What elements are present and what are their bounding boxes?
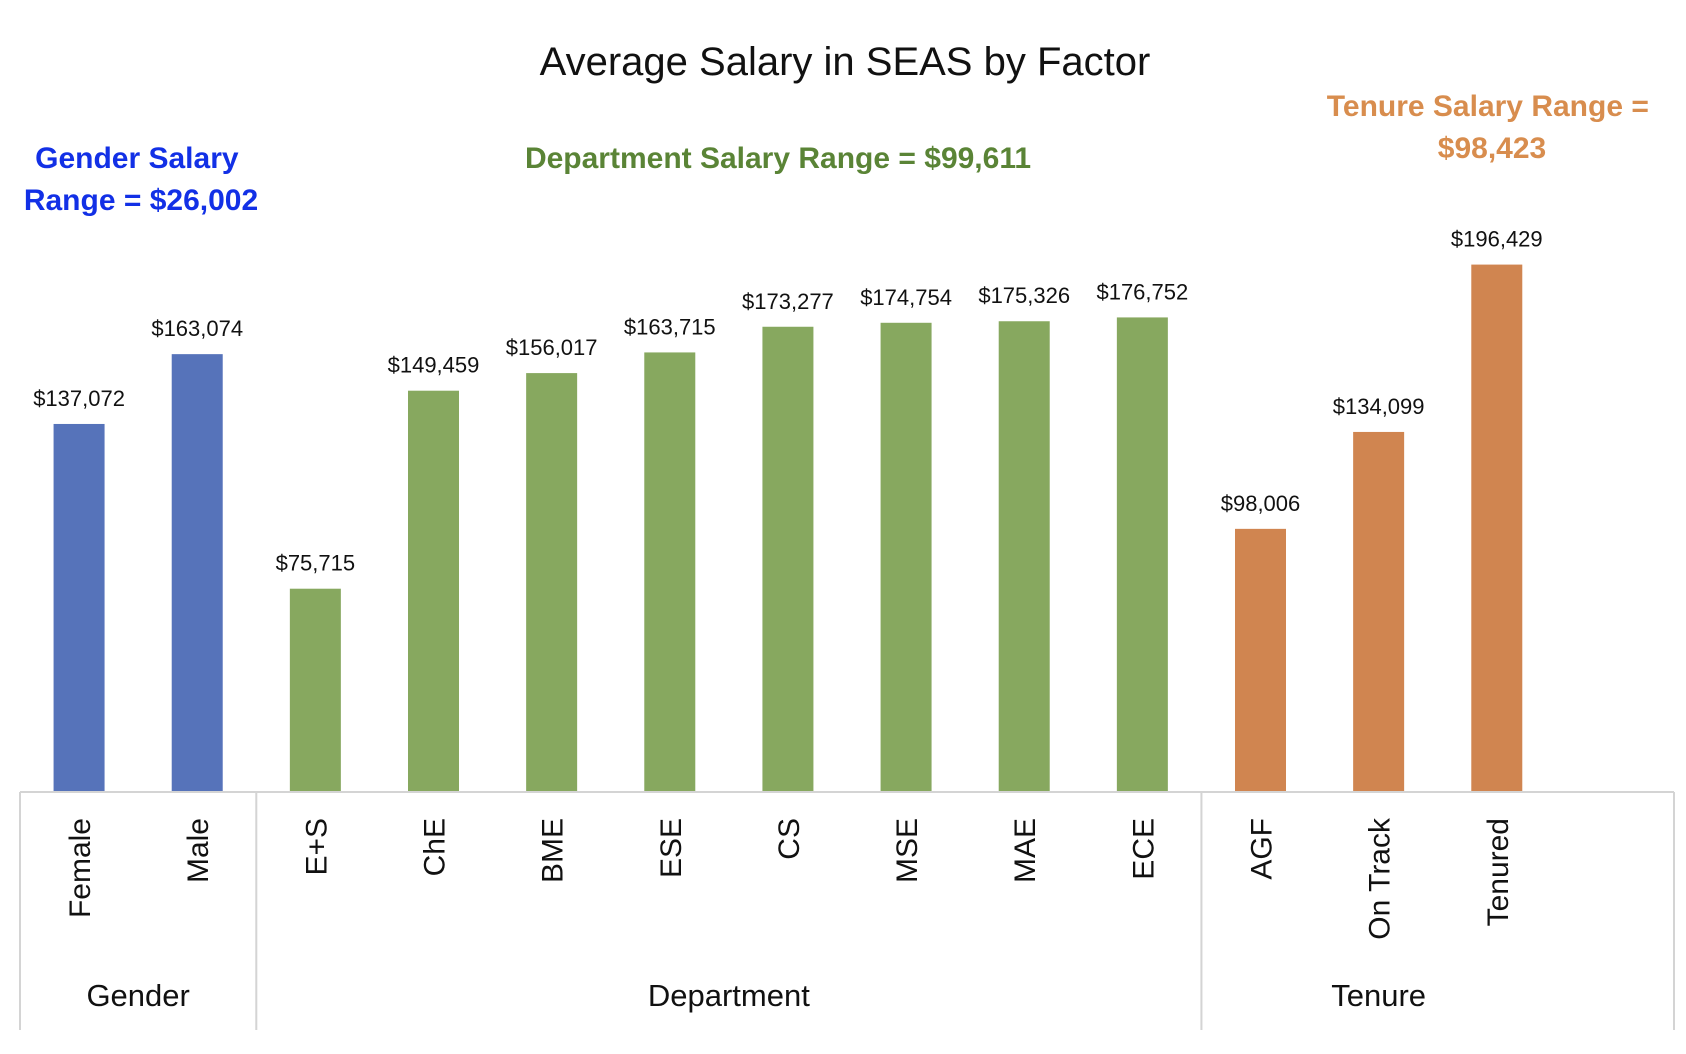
value-label: $173,277 — [742, 289, 834, 314]
group-label-department: Department — [648, 978, 810, 1013]
bar-male — [171, 354, 223, 792]
tenure-range-line-1: Tenure Salary Range = — [1327, 90, 1649, 123]
group-label-gender: Gender — [86, 978, 189, 1013]
gender-range-line-1: Gender Salary — [35, 142, 239, 175]
group-labels-layer: Gender Department Tenure — [86, 978, 1426, 1013]
value-label: $75,715 — [276, 551, 356, 576]
bars-layer — [53, 264, 1523, 792]
department-range-annotation: Department Salary Range = $99,611 — [525, 142, 1031, 175]
tenure-range-line-2: $98,423 — [1438, 132, 1546, 165]
bar-che — [408, 390, 459, 792]
gender-range-annotation: Gender Salary Range = $26,002 — [24, 142, 258, 217]
category-labels-layer: Female Male E+S ChE BME ESE CS MSE MAE ECE AGF On T… — [64, 817, 1515, 940]
value-label: $163,715 — [624, 314, 716, 339]
value-labels-layer: $137,072 $163,074 $75,715 $149,459 $156,017 $… — [33, 227, 1542, 576]
category-label: ESE — [655, 818, 688, 878]
value-label: $134,099 — [1333, 394, 1425, 419]
value-label: $176,752 — [1096, 279, 1188, 304]
category-label: E+S — [300, 818, 333, 876]
gender-range-line-2: Range = $26,002 — [24, 184, 258, 217]
category-label: ECE — [1127, 818, 1160, 880]
value-label: $175,326 — [978, 283, 1070, 308]
bar-agf — [1235, 528, 1286, 792]
value-label: $174,754 — [860, 285, 952, 310]
bar-e-s — [289, 588, 341, 792]
value-label: $163,074 — [151, 316, 243, 341]
category-label: MAE — [1009, 818, 1042, 883]
category-label: On Track — [1364, 817, 1397, 940]
bar-mse — [880, 322, 932, 792]
category-axis — [19, 791, 1675, 1030]
bar-ese — [644, 352, 696, 792]
category-label: ChE — [419, 818, 452, 876]
category-label: Female — [64, 818, 97, 918]
category-label: CS — [773, 818, 806, 860]
bar-mae — [998, 321, 1050, 792]
value-label: $98,006 — [1221, 491, 1301, 516]
bar-on-track — [1353, 431, 1405, 792]
chart-title: Average Salary in SEAS by Factor — [540, 40, 1151, 84]
category-label: Male — [182, 818, 215, 883]
category-label: MSE — [891, 818, 924, 883]
department-range-line-1: Department Salary Range = $99,611 — [525, 142, 1031, 175]
group-label-tenure: Tenure — [1331, 978, 1426, 1013]
annotations: Gender Salary Range = $26,002 Department… — [24, 90, 1657, 217]
bar-tenured — [1471, 264, 1523, 792]
category-label: BME — [537, 818, 570, 883]
bar-cs — [762, 326, 814, 792]
tenure-range-annotation: Tenure Salary Range = $98,423 — [1327, 90, 1657, 165]
category-label: Tenured — [1482, 818, 1515, 926]
bar-bme — [526, 373, 578, 792]
bar-ece — [1116, 317, 1168, 792]
value-label: $156,017 — [506, 335, 598, 360]
value-label: $196,429 — [1451, 227, 1543, 252]
category-label: AGF — [1246, 818, 1279, 880]
value-label: $149,459 — [388, 353, 480, 378]
value-label: $137,072 — [33, 386, 125, 411]
bar-female — [53, 423, 105, 792]
